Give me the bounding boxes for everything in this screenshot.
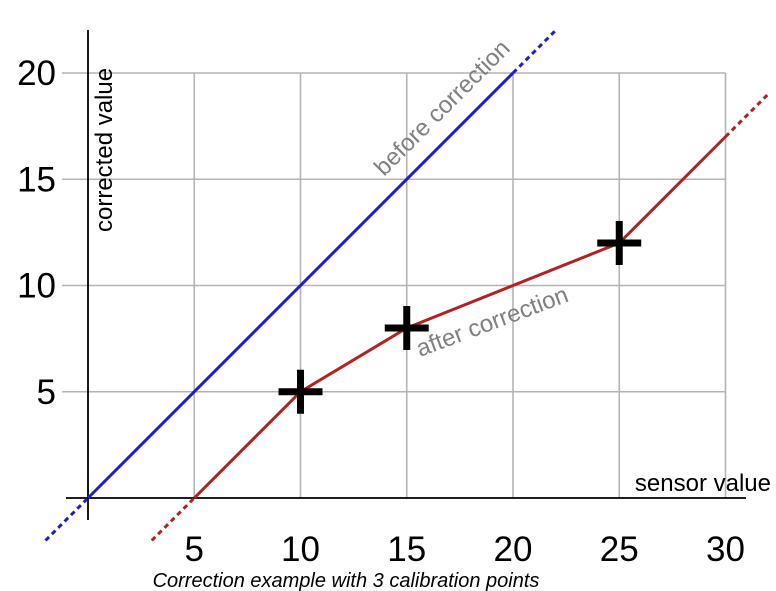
series-after-extrapolation-low xyxy=(150,496,196,542)
x-tick-label-20: 20 xyxy=(494,530,533,569)
axes xyxy=(66,30,746,520)
x-tick-label-5: 5 xyxy=(185,530,204,569)
y-tick-label-5: 5 xyxy=(37,373,56,412)
y-tick-label-10: 10 xyxy=(17,267,56,306)
series-after-line xyxy=(193,135,727,500)
series-before-line xyxy=(86,71,515,500)
calibration-point-marker xyxy=(278,369,323,414)
y-tick-label-15: 15 xyxy=(17,160,56,199)
tick-labels: 5 10 15 20 25 30 5 10 15 20 xyxy=(17,54,745,569)
grid xyxy=(62,72,727,498)
x-tick-label-25: 25 xyxy=(600,530,639,569)
x-axis-title: sensor value xyxy=(635,470,771,497)
y-tick-label-20: 20 xyxy=(17,54,56,93)
y-axis-title: corrected value xyxy=(91,68,118,232)
calibration-point-marker xyxy=(597,221,642,265)
calibration-markers xyxy=(278,221,642,414)
before-correction-annotation: before correction xyxy=(369,35,515,181)
calibration-point-marker xyxy=(384,306,429,350)
series-before-extrapolation-high xyxy=(511,29,557,75)
series-after-extrapolation-high xyxy=(724,93,770,138)
series-before-extrapolation-low xyxy=(44,496,90,542)
x-tick-label-10: 10 xyxy=(281,530,320,569)
x-tick-label-15: 15 xyxy=(387,530,426,569)
chart-caption: Correction example with 3 calibration po… xyxy=(153,570,540,591)
x-tick-label-30: 30 xyxy=(706,530,745,569)
